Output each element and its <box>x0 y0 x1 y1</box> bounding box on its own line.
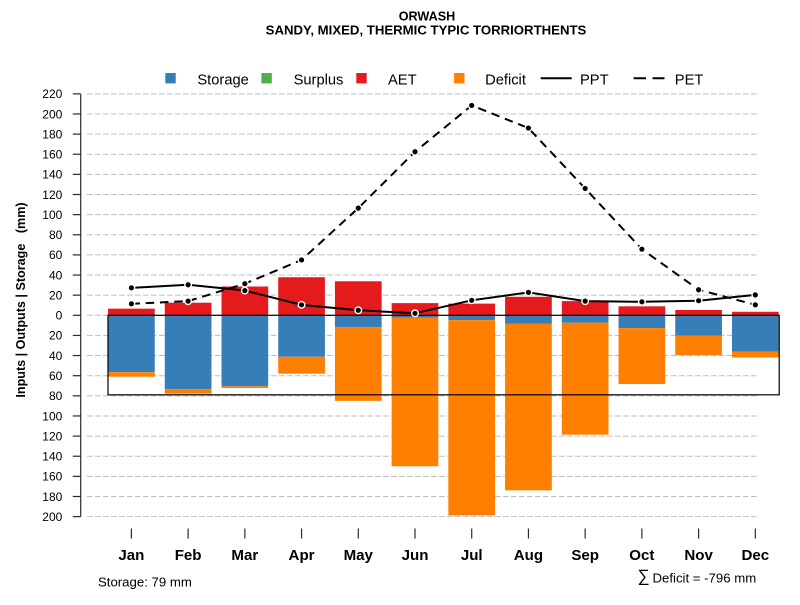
svg-text:Feb: Feb <box>175 547 202 564</box>
svg-text:140: 140 <box>42 168 62 182</box>
svg-text:20: 20 <box>49 288 63 302</box>
svg-text:Surplus: Surplus <box>294 72 344 88</box>
svg-text:SANDY, MIXED, THERMIC TYPIC TO: SANDY, MIXED, THERMIC TYPIC TORRIORTHENT… <box>266 23 587 38</box>
svg-text:180: 180 <box>42 490 62 504</box>
svg-text:200: 200 <box>42 107 62 121</box>
svg-text:40: 40 <box>49 268 63 282</box>
svg-text:AET: AET <box>388 72 417 88</box>
svg-text:ORWASH: ORWASH <box>399 10 455 24</box>
svg-text:120: 120 <box>42 429 62 443</box>
svg-text:220: 220 <box>42 87 62 101</box>
svg-text:200: 200 <box>42 510 62 524</box>
svg-text:Jun: Jun <box>402 547 429 564</box>
svg-text:160: 160 <box>42 470 62 484</box>
svg-text:20: 20 <box>49 329 63 343</box>
svg-text:140: 140 <box>42 450 62 464</box>
svg-text:Storage: 79 mm: Storage: 79 mm <box>98 575 192 590</box>
svg-text:180: 180 <box>42 127 62 141</box>
svg-text:100: 100 <box>42 208 62 222</box>
svg-text:120: 120 <box>42 188 62 202</box>
svg-text:Oct: Oct <box>629 547 654 564</box>
svg-text:PET: PET <box>675 72 704 88</box>
svg-text:40: 40 <box>49 349 63 363</box>
svg-text:60: 60 <box>49 248 63 262</box>
svg-text:Mar: Mar <box>231 547 258 564</box>
svg-text:Deficit = -796 mm: Deficit = -796 mm <box>653 571 757 586</box>
svg-text:Deficit: Deficit <box>485 72 526 88</box>
svg-text:May: May <box>344 547 374 564</box>
svg-text:60: 60 <box>49 369 63 383</box>
svg-text:160: 160 <box>42 148 62 162</box>
svg-text:100: 100 <box>42 409 62 423</box>
svg-text:Sep: Sep <box>571 547 599 564</box>
svg-text:80: 80 <box>49 389 63 403</box>
svg-text:Storage: Storage <box>197 72 248 88</box>
svg-text:∑: ∑ <box>638 567 650 586</box>
svg-text:0: 0 <box>56 309 63 323</box>
svg-text:Dec: Dec <box>741 547 769 564</box>
svg-text:80: 80 <box>49 228 63 242</box>
svg-text:Nov: Nov <box>684 547 713 564</box>
svg-text:Jul: Jul <box>461 547 483 564</box>
svg-text:Apr: Apr <box>289 547 315 564</box>
svg-text:Jan: Jan <box>118 547 144 564</box>
svg-text:Aug: Aug <box>514 547 543 564</box>
svg-text:Inputs | Outputs | Storage (: Inputs | Outputs | Storage (mm) <box>14 202 28 397</box>
svg-text:PPT: PPT <box>580 72 609 88</box>
